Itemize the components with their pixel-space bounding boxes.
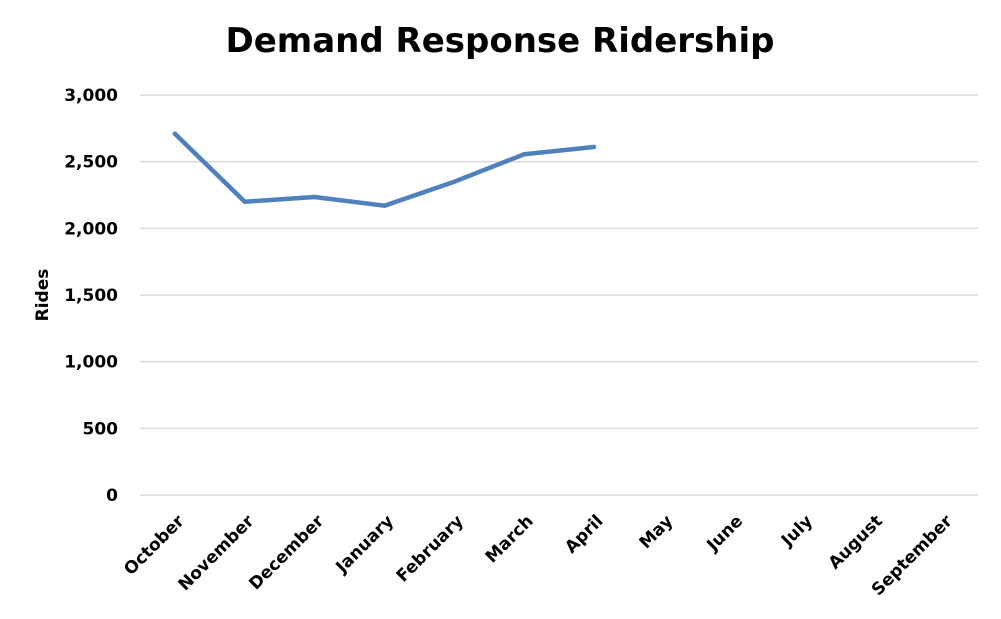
chart-title: Demand Response Ridership — [226, 21, 775, 61]
x-tick-label: December — [245, 511, 328, 594]
data-point — [521, 152, 527, 157]
x-tick-label: February — [393, 511, 468, 586]
x-tick-label: August — [825, 511, 887, 573]
series-layer — [172, 131, 597, 208]
y-tick-label: 2,500 — [64, 153, 118, 173]
x-tick-label: January — [332, 511, 398, 577]
data-point — [382, 203, 387, 208]
data-point — [591, 144, 597, 150]
y-tick-label: 1,000 — [64, 353, 118, 373]
gridlines — [140, 94, 978, 496]
x-tick-label: March — [482, 511, 538, 567]
y-tick-label: 0 — [106, 486, 118, 506]
x-tick-label: October — [120, 511, 189, 580]
y-axis-label: Rides — [33, 269, 53, 322]
x-tick-label: June — [703, 511, 748, 556]
y-tick-label: 3,000 — [64, 86, 118, 106]
data-point — [312, 194, 317, 200]
y-axis-ticks: 0 500 1,000 1,500 2,000 2,500 3,000 — [64, 86, 118, 506]
y-tick-label: 2,000 — [64, 219, 118, 239]
data-point — [172, 131, 178, 136]
x-tick-label: November — [175, 511, 259, 595]
y-tick-label: 500 — [83, 419, 119, 439]
y-tick-label: 1,500 — [64, 286, 118, 306]
x-tick-label: July — [777, 511, 817, 551]
series-line — [172, 131, 597, 208]
x-tick-label: May — [636, 511, 678, 553]
data-point — [242, 199, 247, 204]
data-point — [452, 179, 457, 184]
x-tick-label: April — [561, 511, 607, 557]
